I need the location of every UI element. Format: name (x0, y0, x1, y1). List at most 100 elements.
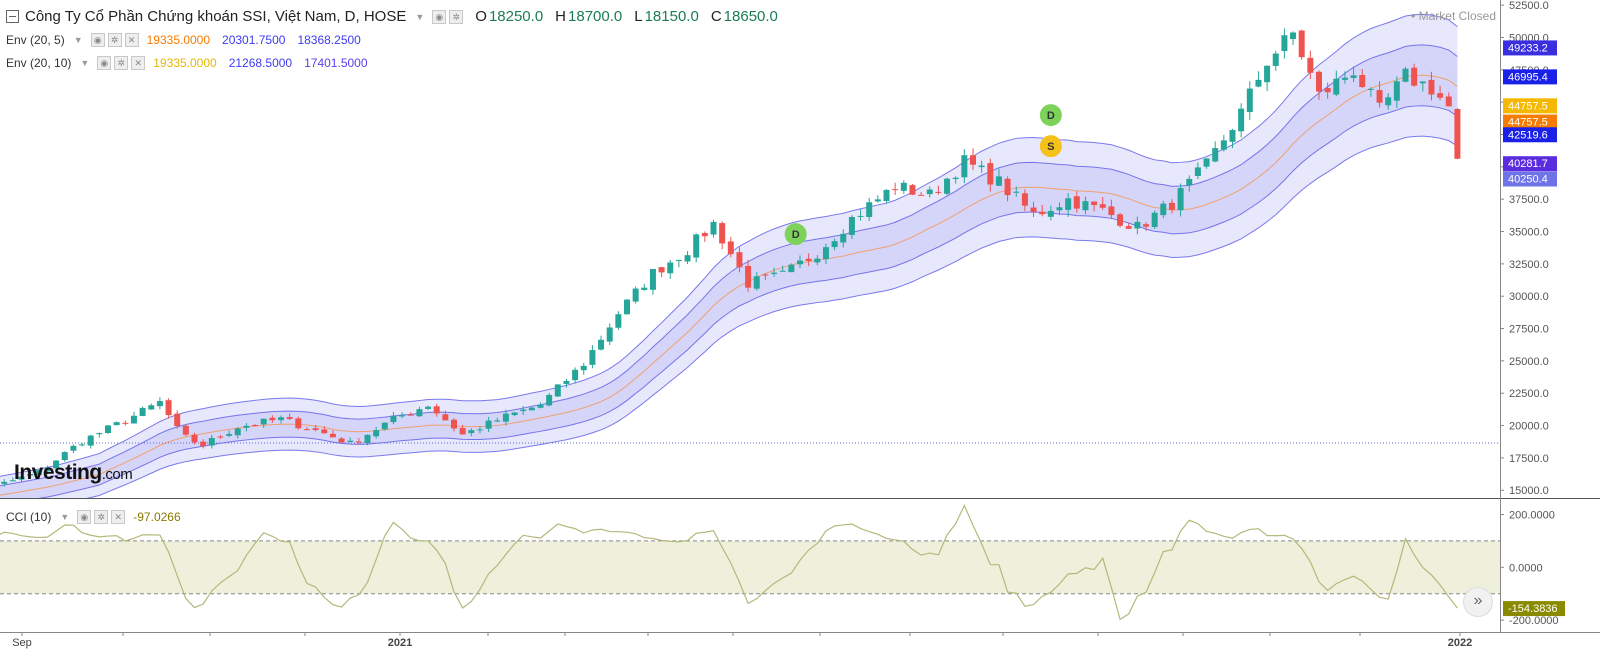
cci-legend: CCI (10) ▼ ◉ ✲ ✕ -97.0266 (6, 510, 193, 524)
candle-body (805, 258, 812, 261)
candle-body (840, 233, 847, 243)
gear-icon[interactable]: ✲ (449, 9, 464, 24)
candle-body (1004, 178, 1011, 196)
price-badge (1503, 69, 1557, 85)
gear-icon[interactable]: ✲ (114, 56, 129, 70)
gear-icon[interactable]: ✲ (107, 33, 122, 47)
price-tick-label: 17500.0 (1509, 453, 1549, 465)
envelope-10-area (0, 14, 1458, 498)
candle-body (736, 252, 743, 268)
candle-body (1, 481, 8, 484)
ohlc-low-key: L (634, 8, 643, 25)
candle-body (1125, 226, 1132, 229)
candle-body (589, 349, 596, 365)
price-badge (1503, 127, 1557, 143)
candle-body (814, 258, 821, 263)
candle-body (693, 234, 700, 258)
logo-suffix: .com (101, 466, 133, 483)
price-badge-label: 46995.4 (1508, 71, 1548, 83)
price-badge (1503, 40, 1557, 56)
candle-body (148, 405, 155, 410)
candle-body (191, 434, 198, 443)
chart-title: Công Ty Cổ Phần Chứng khoán SSI, Việt Na… (25, 8, 407, 25)
candle-body (797, 260, 803, 265)
indicator-value-upper: 20301.7500 (222, 33, 286, 47)
close-icon[interactable]: ✕ (131, 56, 146, 70)
candle-body (1030, 207, 1037, 213)
candle-body (182, 425, 189, 435)
price-badge-label: 40250.4 (1508, 174, 1548, 186)
gear-icon[interactable]: ✲ (94, 510, 109, 524)
candle-body (546, 394, 553, 406)
candle-body (615, 314, 622, 328)
eye-icon[interactable]: ◉ (77, 510, 92, 524)
candle-body (624, 299, 630, 315)
candle-body (269, 417, 276, 421)
candle-body (303, 429, 310, 431)
indicator-value-upper: 21268.5000 (228, 56, 293, 70)
envelope-mid-line (0, 74, 1458, 496)
cci-series (0, 503, 1458, 621)
price-tick-label: 52500.0 (1509, 0, 1549, 12)
candle-body (1238, 108, 1245, 132)
candle-body (520, 409, 527, 412)
candle-body (278, 417, 284, 421)
candle-body (831, 241, 838, 248)
cci-badge-label: -154.3836 (1508, 603, 1558, 615)
caret-down-icon[interactable]: ▼ (60, 512, 70, 522)
indicator-legend-env-20-5: Env (20, 5) ▼ ◉ ✲ ✕ 19335.0000 20301.750… (6, 33, 373, 47)
close-icon[interactable]: ✕ (111, 510, 126, 524)
candle-body (407, 414, 414, 416)
signal-marker (784, 223, 807, 246)
market-status: Market Closed (1411, 9, 1496, 23)
candle-body (329, 433, 336, 438)
candle-body (1341, 77, 1348, 80)
candle-body (1056, 207, 1063, 211)
candle-body (528, 407, 535, 411)
eye-icon[interactable]: ◉ (97, 56, 112, 70)
collapse-icon[interactable] (6, 10, 19, 23)
candle-body (1065, 198, 1072, 210)
candle-body (771, 272, 778, 274)
candle-body (1021, 193, 1028, 206)
candle-body (978, 165, 985, 168)
envelope-bands (0, 13, 1458, 498)
candle-body (788, 264, 795, 273)
candle-body (1290, 32, 1297, 40)
caret-down-icon[interactable]: ▼ (73, 35, 83, 45)
candle-body (338, 438, 345, 443)
candle-body (468, 430, 475, 434)
candle-body (995, 176, 1002, 186)
eye-icon[interactable]: ◉ (90, 33, 105, 47)
candle-body (745, 265, 752, 288)
candle-body (1013, 191, 1020, 193)
candle-body (347, 440, 354, 442)
candle-body (286, 417, 293, 419)
price-tick-label: 37500.0 (1509, 194, 1549, 206)
candle-body (61, 452, 68, 461)
time-tick-label: Sep (12, 637, 32, 649)
price-badge (1503, 114, 1557, 130)
candle-body (1186, 178, 1193, 186)
candle-body (1246, 88, 1253, 112)
candle-body (96, 433, 103, 435)
candle-body (1255, 79, 1262, 87)
fast-forward-button[interactable]: » (1463, 587, 1493, 617)
price-badge-label: 49233.2 (1508, 42, 1548, 54)
candle-body (425, 406, 432, 409)
candle-body (1039, 211, 1046, 215)
candle-body (226, 434, 233, 436)
candle-body (53, 460, 60, 469)
caret-down-icon[interactable]: ▼ (80, 58, 90, 68)
indicator-label: Env (20, 10) (6, 56, 72, 70)
caret-down-icon[interactable]: ▼ (415, 11, 425, 22)
candle-body (321, 429, 328, 434)
eye-icon[interactable]: ◉ (432, 9, 447, 24)
indicator-legend-env-20-10: Env (20, 10) ▼ ◉ ✲ ✕ 19335.0000 21268.50… (6, 56, 380, 70)
price-badge-label: 40281.7 (1508, 158, 1548, 170)
env5-upper-line (0, 44, 1458, 487)
close-icon[interactable]: ✕ (124, 33, 139, 47)
candle-body (105, 425, 111, 434)
cci-label: CCI (10) (6, 510, 52, 524)
